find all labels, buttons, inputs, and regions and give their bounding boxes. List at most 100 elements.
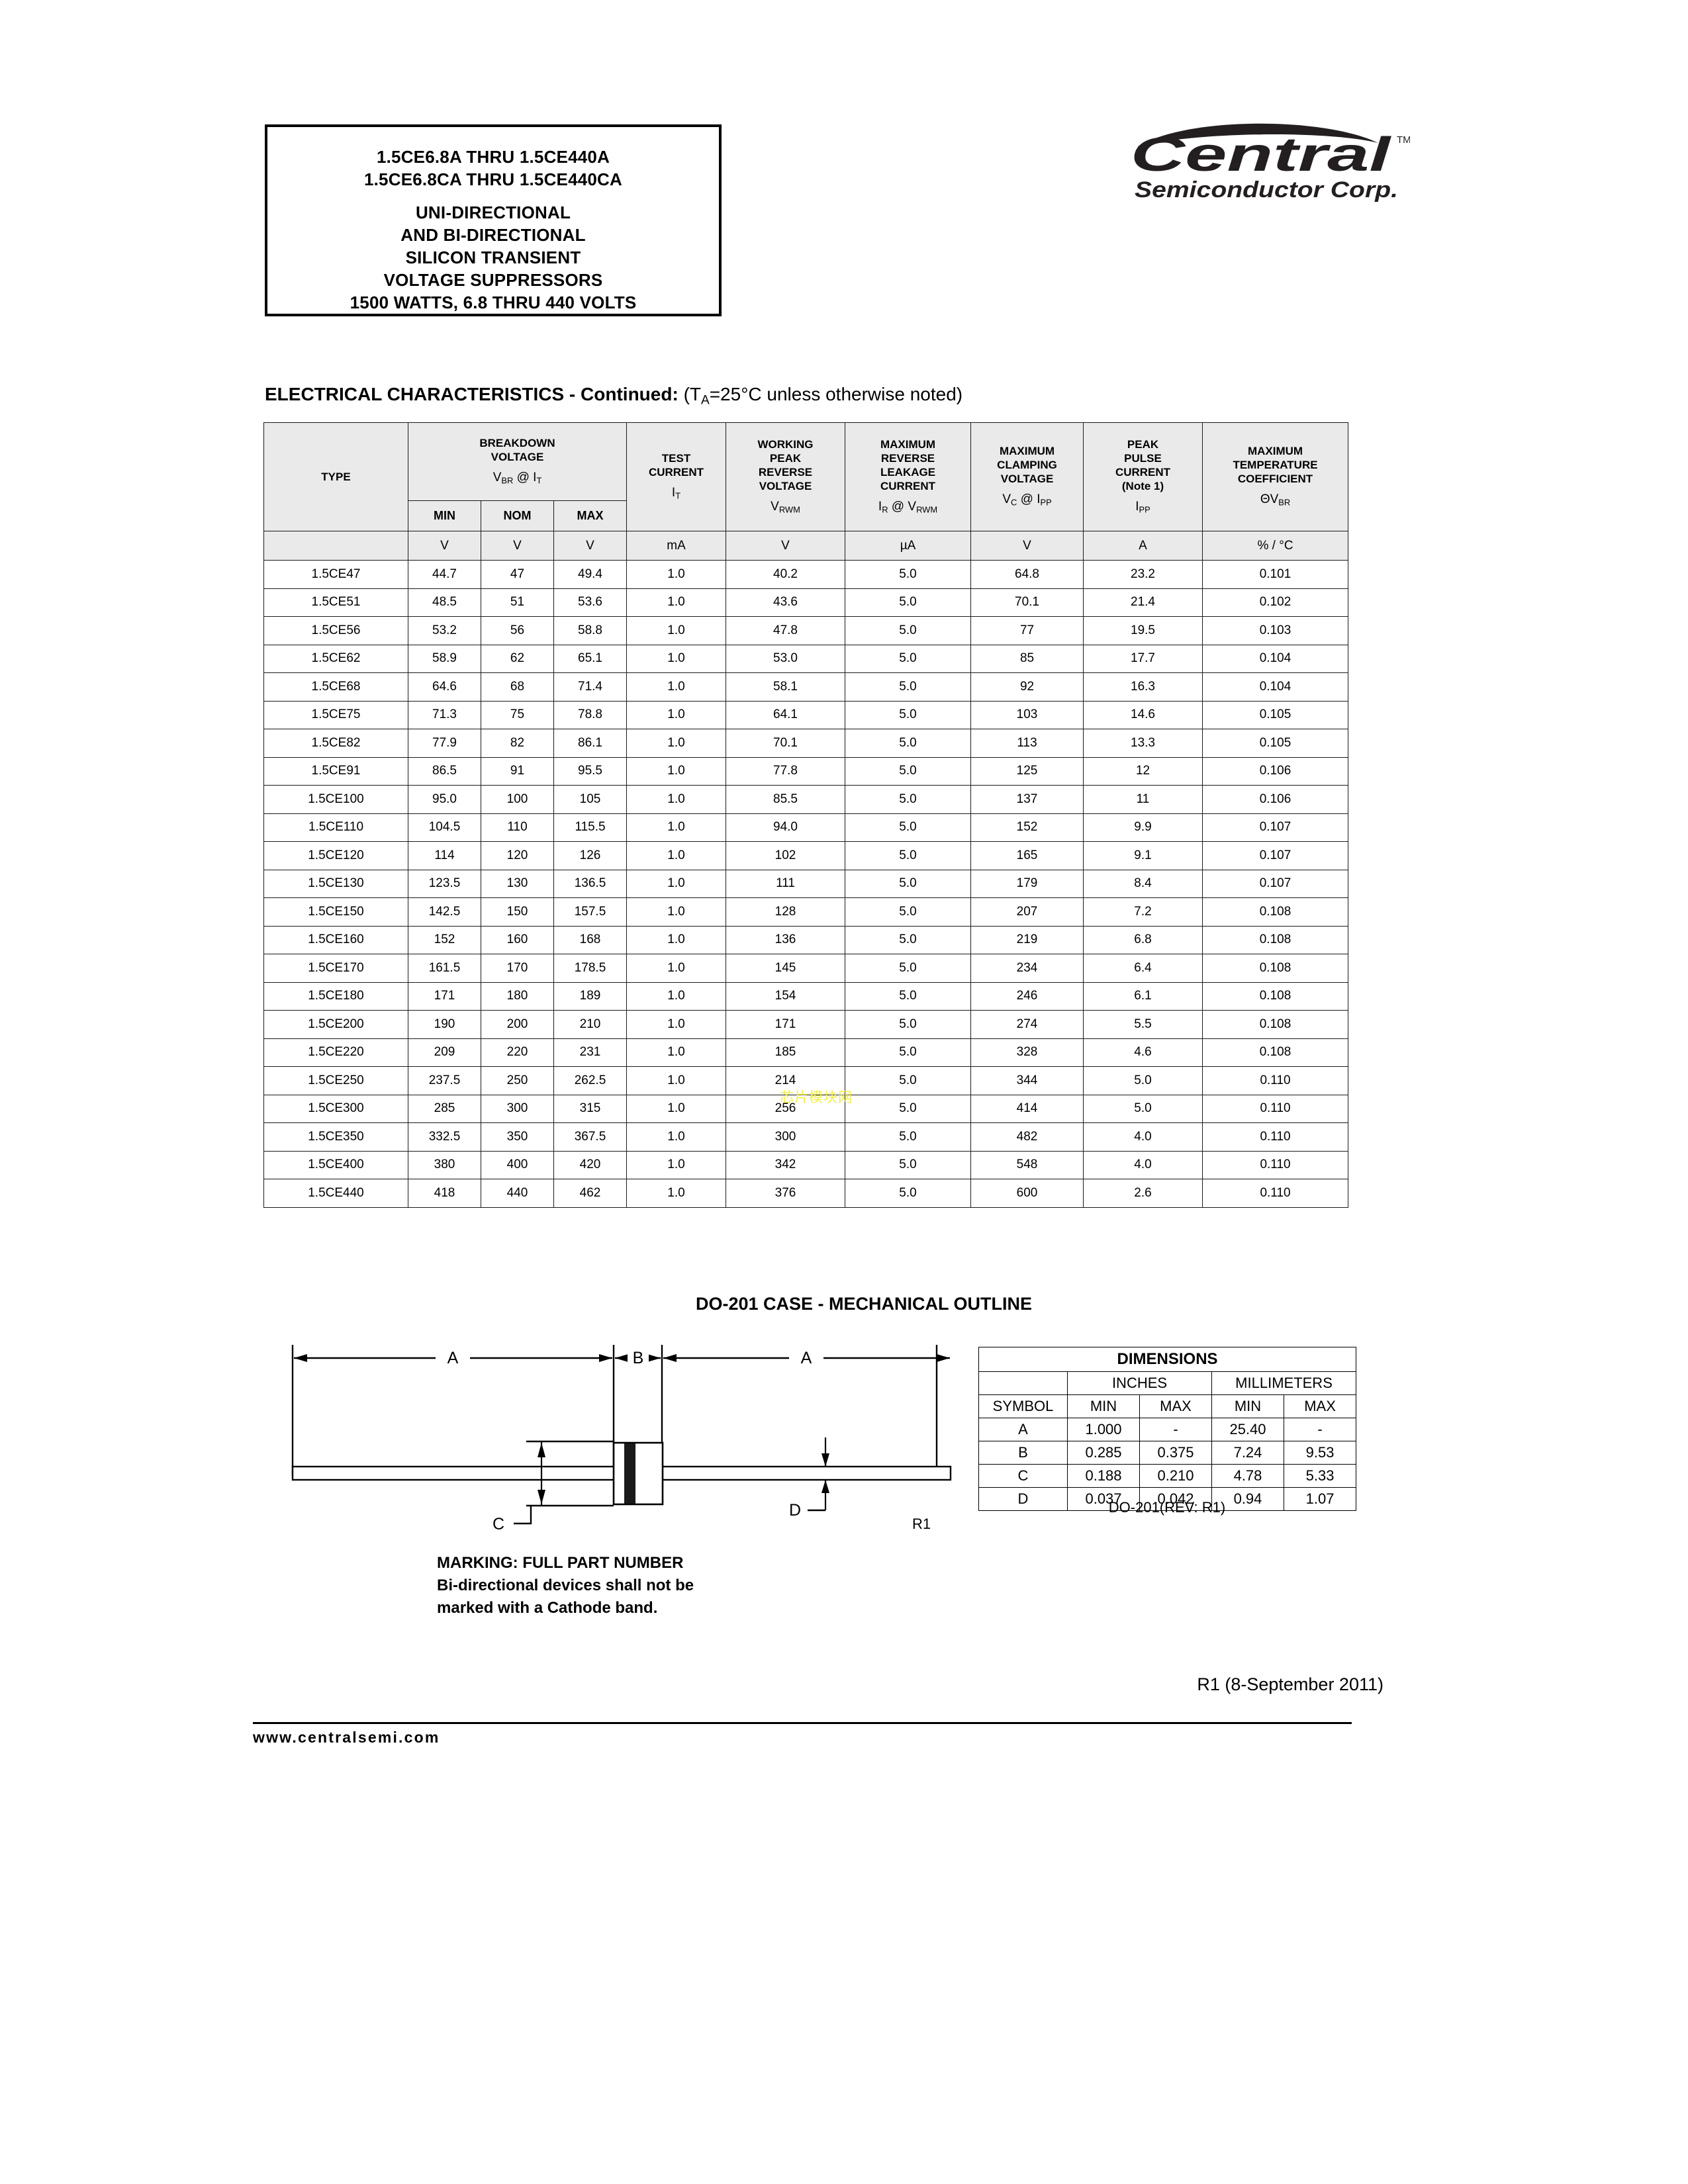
cell-ipp: 13.3 [1083,729,1203,758]
cell-it: 1.0 [626,1094,727,1123]
cell-vrwm: 47.8 [726,616,846,645]
table-row: 1.5CE180 171 180 189 1.0 154 5.0 246 6.1 0.108 [263,981,1349,1011]
cell-tc: 0.108 [1202,925,1349,954]
cell-min: 123.5 [408,869,481,898]
dimensions-column-header-row: SYMBOL MIN MAX MIN MAX [978,1394,1357,1418]
header-row-units: V V V mA V µA V A % / °C [263,531,1349,561]
unit-vbr-nom: V [481,531,554,561]
col-header-test-line1: TEST [661,451,691,465]
cell-ipp: 12 [1083,756,1203,786]
dimensions-cell-symbol: B [978,1441,1068,1465]
unit-vbr-min: V [408,531,481,561]
cell-min: 142.5 [408,897,481,927]
cell-max: 49.4 [553,560,628,589]
cell-type: 1.5CE350 [263,1122,408,1152]
cell-max: 136.5 [553,869,628,898]
dimension-label-a-left: A [447,1349,459,1367]
cell-nom: 100 [481,785,554,814]
col-header-vbr-nom: NOM [481,500,554,531]
dimensions-table-body: DIMENSIONS INCHES MILLIMETERS SYMBOL MIN MAX M… [978,1347,1357,1511]
cell-it: 1.0 [626,672,727,702]
cell-ipp: 7.2 [1083,897,1203,927]
marking-line-3: marked with a Cathode band. [437,1599,658,1617]
table-row: 1.5CE250 237.5 250 262.5 1.0 214 5.0 344 5.0 0.11… [263,1066,1349,1095]
do201-package-drawing: A B A C D [291,1345,952,1533]
cell-nom: 91 [481,756,554,786]
cell-nom: 400 [481,1150,554,1179]
cell-ir: 5.0 [845,785,972,814]
part-number-line-2: 1.5CE6.8CA THRU 1.5CE440CA [363,169,623,189]
cell-max: 126 [553,841,628,870]
cell-nom: 82 [481,729,554,758]
unit-tc: % / °C [1202,531,1349,561]
col-header-vbr-max: MAX [553,500,628,531]
dimensions-title: DIMENSIONS [978,1347,1357,1372]
cell-it: 1.0 [626,700,727,729]
dimensions-cell-mm_min: 0.94 [1211,1487,1284,1511]
dimensions-row: A 1.000-25.40- [978,1418,1357,1441]
dimensions-col-header-4: MAX [1283,1394,1357,1418]
cell-ir: 5.0 [845,869,972,898]
cell-vc: 113 [970,729,1084,758]
col-symbol-it: IT [671,485,681,501]
cell-ir: 5.0 [845,897,972,927]
cell-it: 1.0 [626,981,727,1011]
cell-it: 1.0 [626,616,727,645]
dimensions-revision: DO-201(REV: R1) [1108,1499,1226,1516]
cell-tc: 0.105 [1202,700,1349,729]
table-row: 1.5CE350 332.5 350 367.5 1.0 300 5.0 482 4.0 0.11… [263,1122,1349,1152]
cell-vc: 234 [970,954,1084,983]
unit-vc: V [970,531,1084,561]
table-body: 1.5CE47 44.7 47 49.4 1.0 40.2 5.0 64.8 23.2 0.101… [263,560,1349,1208]
cell-type: 1.5CE47 [263,560,408,589]
cell-max: 178.5 [553,954,628,983]
cell-max: 115.5 [553,813,628,842]
cell-vrwm: 64.1 [726,700,846,729]
dimensions-group-blank [978,1371,1068,1395]
cell-vrwm: 43.6 [726,588,846,617]
cell-it: 1.0 [626,1179,727,1208]
cell-tc: 0.104 [1202,672,1349,702]
table-row: 1.5CE160 152 160 168 1.0 136 5.0 219 6.8 0.108 [263,925,1349,954]
marking-notes: MARKING: FULL PART NUMBER Bi-directional… [437,1552,694,1619]
cell-ipp: 9.1 [1083,841,1203,870]
col-header-test-current: TEST CURRENT IT [626,422,727,531]
col-header-breakdown-line1: BREAKDOWN [479,436,555,449]
cell-vc: 103 [970,700,1084,729]
cell-vrwm: 40.2 [726,560,846,589]
col-header-ppc-line1: PEAK [1127,437,1159,451]
dimensions-cell-mm_min: 7.24 [1211,1441,1284,1465]
section-cond-sub: A [701,393,710,408]
cell-vrwm: 342 [726,1150,846,1179]
marking-line-1: MARKING: FULL PART NUMBER [437,1554,684,1572]
central-semiconductor-logo-icon: Central TM Semiconductor Corp. [1131,123,1410,203]
cell-ipp: 5.5 [1083,1010,1203,1039]
unit-vbr-max: V [553,531,628,561]
cell-vc: 219 [970,925,1084,954]
dimension-label-a-right: A [801,1349,812,1367]
cell-ipp: 21.4 [1083,588,1203,617]
cell-max: 78.8 [553,700,628,729]
cell-ipp: 8.4 [1083,869,1203,898]
cell-type: 1.5CE62 [263,644,408,673]
cell-type: 1.5CE440 [263,1179,408,1208]
cell-nom: 350 [481,1122,554,1152]
cell-max: 367.5 [553,1122,628,1152]
cell-nom: 56 [481,616,554,645]
dimensions-cell-in_max: 0.042 [1139,1487,1212,1511]
cell-ir: 5.0 [845,644,972,673]
col-symbol-ipp: IPP [1135,499,1150,515]
cell-vrwm: 102 [726,841,846,870]
dimensions-col-header-2: MAX [1139,1394,1212,1418]
cell-ir: 5.0 [845,981,972,1011]
unit-ir: µA [845,531,972,561]
footer-website-url[interactable]: www.centralsemi.com [253,1729,440,1746]
cell-min: 77.9 [408,729,481,758]
table-row: 1.5CE120 114 120 126 1.0 102 5.0 165 9.1 0.107 [263,841,1349,870]
unit-type [263,531,408,561]
col-header-peak-pulse-current: PEAK PULSE CURRENT (Note 1) IPP [1083,422,1203,531]
cell-type: 1.5CE91 [263,756,408,786]
description-line-2: AND BI-DIRECTIONAL [400,225,586,245]
cell-max: 86.1 [553,729,628,758]
cell-vc: 600 [970,1179,1084,1208]
